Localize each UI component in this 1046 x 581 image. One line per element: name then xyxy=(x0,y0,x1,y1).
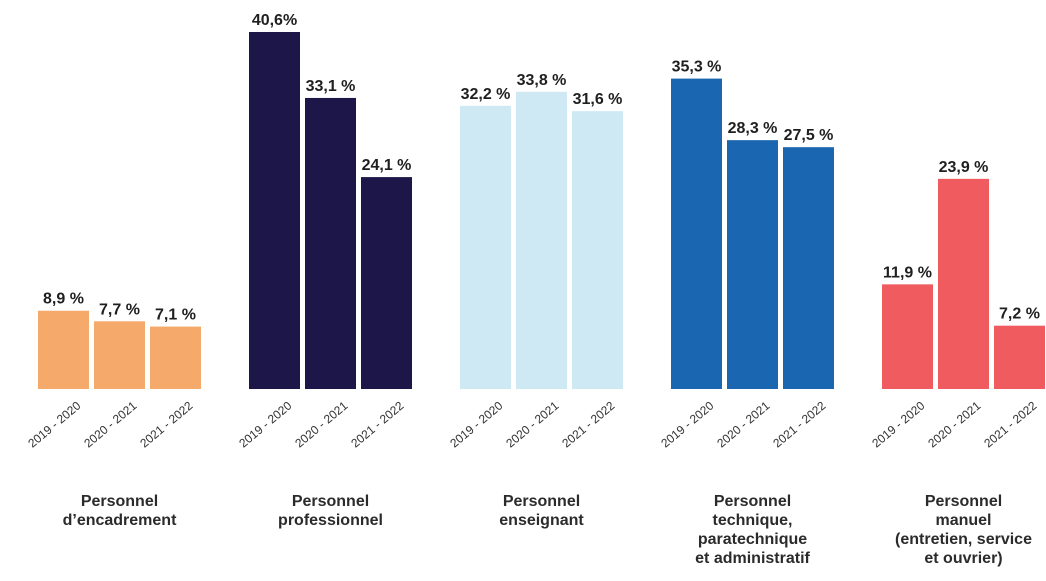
group-label-professionnel: Personnel professionnel xyxy=(246,492,416,530)
group-label-d-encadrement: Personnel d’encadrement xyxy=(35,492,205,530)
bar-et-administratif-2020-2021 xyxy=(727,140,778,389)
value-label: 32,2 % xyxy=(461,86,511,103)
group-label-line: et administratif xyxy=(695,550,810,567)
group-label-line: Personnel xyxy=(291,493,370,510)
group-label-line: Personnel xyxy=(80,493,159,510)
value-label: 31,6 % xyxy=(573,91,623,108)
group-label-line: (entretien, service xyxy=(895,531,1032,548)
value-label: 27,5 % xyxy=(784,127,834,144)
group-label-line: et ouvrier) xyxy=(924,550,1003,567)
bar-et-ouvrier-2019-2020 xyxy=(882,284,933,389)
value-label: 7,1 % xyxy=(155,307,196,324)
x-tick-label: 2019 - 2020 xyxy=(658,398,716,450)
value-label: 8,9 % xyxy=(43,291,84,308)
bar-d-encadrement-2019-2020 xyxy=(38,310,89,389)
value-label: 35,3 % xyxy=(672,59,722,76)
group-label-et-administratif: Personnel technique, paratechnique et admin… xyxy=(668,492,838,568)
group-label-enseignant: Personnel enseignant xyxy=(457,492,627,530)
group-label-line: Personnel xyxy=(502,493,581,510)
group-label-line: paratechnique xyxy=(697,531,808,548)
bar-enseignant-2020-2021 xyxy=(516,91,567,390)
x-tick-label: 2021 - 2022 xyxy=(559,398,617,450)
x-tick-label: 2019 - 2020 xyxy=(25,398,83,450)
value-label: 23,9 % xyxy=(939,159,989,176)
group-label-line: d’encadrement xyxy=(62,512,177,529)
value-label: 33,1 % xyxy=(306,78,356,95)
value-label: 33,8 % xyxy=(517,72,567,89)
bar-et-ouvrier-2021-2022 xyxy=(994,325,1045,389)
group-label-line: manuel xyxy=(935,512,992,529)
x-tick-label: 2021 - 2022 xyxy=(137,398,195,450)
group-label-line: professionnel xyxy=(278,512,383,529)
value-label: 24,1 % xyxy=(362,157,412,174)
x-tick-label: 2020 - 2021 xyxy=(503,398,561,450)
group-label-et-ouvrier: Personnel manuel (entretien, service et ouv… xyxy=(879,492,1046,568)
bar-d-encadrement-2021-2022 xyxy=(150,326,201,389)
x-tick-label: 2019 - 2020 xyxy=(236,398,294,450)
value-label: 7,7 % xyxy=(99,301,140,318)
x-tick-label: 2019 - 2020 xyxy=(869,398,927,450)
group-label-line: Personnel xyxy=(713,493,792,510)
x-tick-label: 2021 - 2022 xyxy=(981,398,1039,450)
bar-et-ouvrier-2020-2021 xyxy=(938,178,989,389)
x-tick-label: 2021 - 2022 xyxy=(348,398,406,450)
value-label: 11,9 % xyxy=(883,264,932,281)
bar-professionnel-2020-2021 xyxy=(305,97,356,389)
x-tick-label: 2020 - 2021 xyxy=(925,398,983,450)
value-label: 40,6% xyxy=(252,12,297,29)
bar-et-administratif-2021-2022 xyxy=(783,147,834,389)
x-tick-label: 2020 - 2021 xyxy=(81,398,139,450)
group-label-line: technique, xyxy=(712,512,793,529)
value-label: 28,3 % xyxy=(728,120,778,137)
x-tick-label: 2020 - 2021 xyxy=(714,398,772,450)
bar-enseignant-2021-2022 xyxy=(572,111,623,389)
bar-et-administratif-2019-2020 xyxy=(671,78,722,389)
bar-professionnel-2021-2022 xyxy=(361,177,412,389)
value-label: 7,2 % xyxy=(999,306,1040,323)
group-label-line: enseignant xyxy=(499,512,584,529)
group-label-line: Personnel xyxy=(924,493,1003,510)
bar-enseignant-2019-2020 xyxy=(460,105,511,390)
bar-professionnel-2019-2020 xyxy=(249,32,300,389)
x-tick-label: 2021 - 2022 xyxy=(770,398,828,450)
x-tick-label: 2019 - 2020 xyxy=(447,398,505,450)
bar-d-encadrement-2020-2021 xyxy=(94,321,145,389)
x-tick-label: 2020 - 2021 xyxy=(292,398,350,450)
